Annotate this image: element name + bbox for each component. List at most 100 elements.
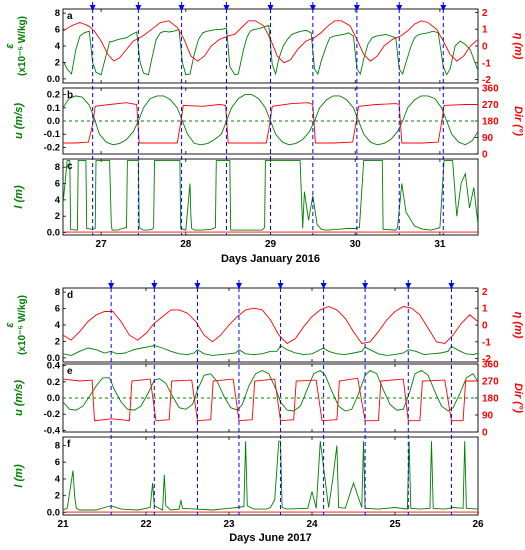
panel-a-series-green-0	[63, 24, 478, 76]
fig-0-marker-arrow	[396, 5, 403, 11]
panel-d-letter: d	[67, 290, 73, 301]
fig-1-xtick-label: 25	[389, 519, 401, 530]
panel-a-ytick-right-label: 0	[482, 42, 488, 53]
panel-d-series-green-0	[63, 344, 478, 356]
panel-b-ytick-right-label: 270	[482, 100, 499, 111]
fig-0-marker-arrow	[267, 5, 274, 11]
panel-e-ytick-right-label: 360	[482, 360, 499, 371]
fig-0-xtick-label: 28	[180, 239, 192, 250]
panel-a-ylabel-right: η (m)	[512, 33, 524, 60]
fig-1-xtick-label: 23	[223, 519, 235, 530]
panel-e-ytick-right-label: 90	[482, 411, 494, 422]
panel-c-ytick-left-label: 6	[55, 179, 60, 190]
panel-b-ytick-left-label: 0.2	[47, 90, 60, 101]
panel-e-ytick-right-label: 0	[482, 428, 488, 439]
fig-0-xtick-label: 27	[96, 239, 108, 250]
fig-1-marker-arrow	[277, 283, 284, 289]
fig-0-marker-arrow	[89, 5, 96, 11]
panel-f-frame	[62, 436, 479, 516]
panel-b-ytick-left-label: -0.1	[44, 129, 61, 140]
panel-b-ytick-left-label: 0.0	[47, 116, 60, 127]
fig-0-marker-arrow	[353, 5, 360, 11]
fig-1-marker-arrow	[108, 283, 115, 289]
panel-f-ytick-left-label: 6	[55, 457, 60, 468]
panel-e-ylabel-right: Dir (°)	[512, 383, 524, 413]
fig-0-xtick-label: 31	[434, 239, 446, 250]
panel-a-ytick-right-label: 2	[482, 8, 488, 19]
fig-1-marker-arrow	[448, 283, 455, 289]
panel-a-ytick-left-label: 8	[55, 8, 60, 19]
fig-1-marker-arrow	[405, 283, 412, 289]
panel-e-ylabel-left: u (m/s)	[13, 380, 25, 416]
panel-d-ytick-left-label: 4	[55, 320, 61, 331]
panel-a-ylabel-left-units: (x10⁻⁵ W/kg)	[17, 16, 28, 76]
panel-e-ytick-left-label: 0.2	[47, 377, 60, 388]
panel-a-ytick-right-label: -1	[482, 58, 491, 69]
panel-f-ytick-left-label: 0.0	[47, 507, 60, 518]
panel-e-series-red-1	[63, 377, 478, 422]
panel-b-ytick-left-label: -0.2	[44, 142, 60, 153]
panel-b-ytick-right-label: 0	[482, 150, 488, 161]
panel-d-ytick-right-label: 0	[482, 321, 488, 332]
fig-1-xtick-label: 21	[57, 519, 69, 530]
fig-1-marker-arrow	[362, 283, 369, 289]
panel-d-ytick-left-label: 8	[55, 287, 60, 298]
panel-d-ylabel-left-symbol: ε	[4, 322, 16, 328]
panel-e-ytick-left-label: -0.2	[44, 409, 60, 420]
panel-d-ylabel-left-units: (x10⁻⁵ W/kg)	[17, 295, 28, 355]
panel-d-ytick-right-label: -1	[482, 337, 491, 348]
panel-e-ytick-left-label: 0.0	[47, 393, 60, 404]
panel-e-letter: e	[67, 366, 73, 377]
panel-b-ytick-left-label: 0.1	[47, 103, 61, 114]
panel-c-ytick-left-label: 0.0	[47, 228, 60, 239]
panel-c-ylabel-left: l (m)	[13, 185, 25, 209]
panel-a-ytick-right-label: -2	[482, 75, 491, 86]
panel-a-ytick-left-label: 6	[55, 25, 60, 36]
panel-b-ytick-right-label: 360	[482, 84, 499, 95]
fig-0-xtick-label: 30	[350, 239, 362, 250]
panel-e-ytick-right-label: 270	[482, 377, 499, 388]
fig-0-marker-arrow	[135, 5, 142, 11]
panel-d-ytick-left-label: 2	[55, 336, 60, 347]
panel-a-letter: a	[67, 11, 73, 22]
panel-a-ytick-left-label: 0.0	[47, 74, 60, 85]
panel-f-ytick-left-label: 8	[55, 440, 60, 451]
panel-b-ylabel-right: Dir (°)	[512, 106, 524, 136]
panel-d-series-red-1	[63, 306, 478, 345]
fig-0-marker-arrow	[309, 5, 316, 11]
panel-e-ytick-left-label: 0.4	[47, 361, 61, 372]
panel-b-ytick-right-label: 90	[482, 133, 494, 144]
panel-e-ytick-right-label: 180	[482, 394, 499, 405]
panel-a-ylabel-left-symbol: ε	[4, 43, 16, 49]
fig-0-xlabel: Days January 2016	[221, 253, 320, 265]
panel-c-letter: c	[67, 161, 73, 172]
fig-0-marker-arrow	[223, 5, 230, 11]
panel-b-ytick-right-label: 180	[482, 117, 499, 128]
panel-d-ytick-left-label: 6	[55, 304, 60, 315]
panel-f-ytick-left-label: 2	[55, 491, 60, 502]
fig-0-marker-arrow	[440, 5, 447, 11]
panel-a-ytick-left-label: 4	[55, 41, 61, 52]
panel-a-ytick-left-label: 2	[55, 57, 60, 68]
panel-b-series-red-1	[63, 102, 478, 144]
fig-0-marker-arrow	[178, 5, 185, 11]
panel-d-ytick-left-label: 0.0	[47, 353, 60, 364]
panel-c-ytick-left-label: 2	[55, 211, 60, 222]
panel-c-ytick-left-label: 4	[55, 195, 61, 206]
panel-a-ytick-right-label: 1	[482, 25, 488, 36]
panel-b-ylabel-left: u (m/s)	[13, 103, 25, 139]
panel-d-ylabel-right: η (m)	[512, 312, 524, 339]
panel-f-series-green-0	[63, 440, 478, 511]
fig-1-marker-arrow	[320, 283, 327, 289]
panel-f-ytick-left-label: 4	[55, 474, 61, 485]
fig-1-xtick-label: 22	[140, 519, 152, 530]
panel-c-ytick-left-label: 8	[55, 162, 60, 173]
panel-f-ylabel-left: l (m)	[13, 464, 25, 488]
fig-1-marker-arrow	[194, 283, 201, 289]
fig-1-marker-arrow	[151, 283, 158, 289]
fig-1-marker-arrow	[235, 283, 242, 289]
panel-f-letter: f	[67, 439, 71, 450]
fig-0-xtick-label: 29	[265, 239, 277, 250]
panel-d-ytick-right-label: -2	[482, 354, 491, 365]
